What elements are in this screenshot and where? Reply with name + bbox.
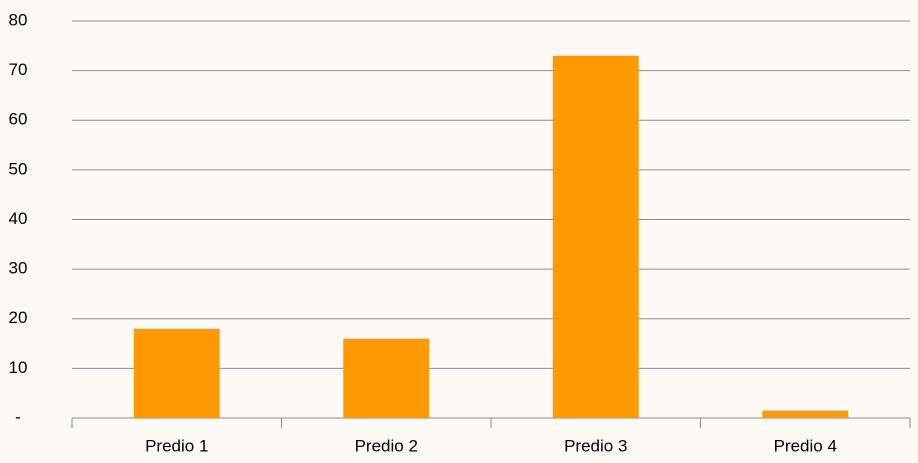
x-tick-label: Predio 1 <box>145 436 208 455</box>
y-tick-label: 60 <box>9 110 28 129</box>
y-tick-label: 50 <box>9 159 28 178</box>
bar <box>762 410 849 418</box>
bar <box>343 338 430 418</box>
x-tick-label: Predio 4 <box>774 436 837 455</box>
y-tick-label: 40 <box>9 209 28 228</box>
y-tick-label: 10 <box>9 358 28 377</box>
y-tick-label: 20 <box>9 308 28 327</box>
x-tick-label: Predio 2 <box>355 436 418 455</box>
y-tick-label: 30 <box>9 259 28 278</box>
y-tick-label: 70 <box>9 60 28 79</box>
y-tick-label: - <box>15 407 21 426</box>
bar <box>133 328 220 418</box>
bar <box>552 55 639 419</box>
x-tick-label: Predio 3 <box>564 436 627 455</box>
y-tick-label: 80 <box>9 10 28 29</box>
